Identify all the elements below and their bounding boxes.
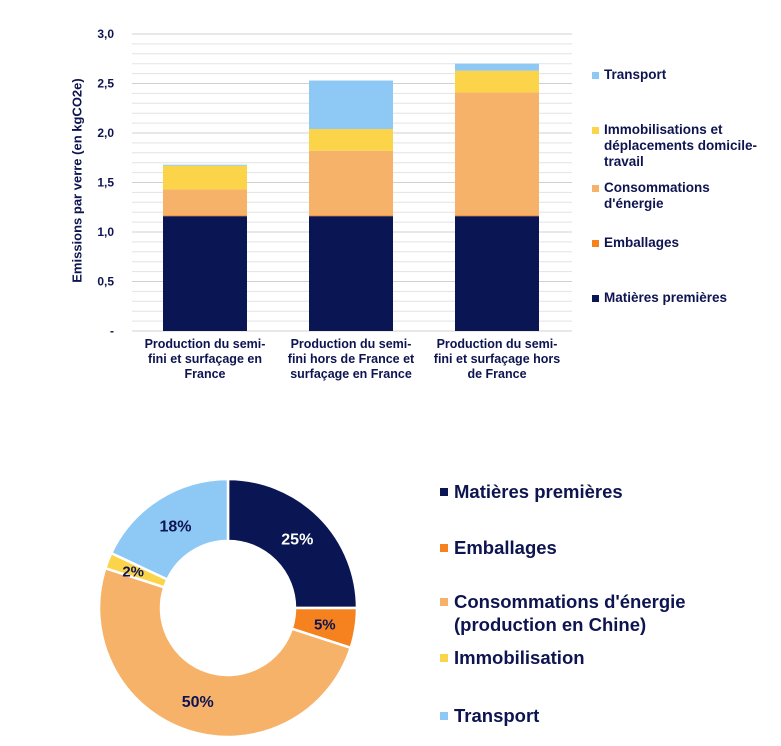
y-tick-label: 3,0 — [97, 27, 114, 41]
donut-data-label: 5% — [314, 616, 336, 633]
bar-segment-matieres-premieres — [455, 216, 539, 331]
x-tick-label: Production du semi-fini et surfaçage en F… — [140, 337, 270, 382]
bar-segment-transport — [163, 164, 247, 166]
bar-segment-emballages — [163, 215, 247, 217]
bar-segment-transport — [309, 80, 393, 130]
x-tick-label: Production du semi-fini et surfaçage hor… — [432, 337, 562, 382]
x-tick-label-line: surfaçage en France — [290, 367, 412, 381]
bar-segment-consommations-d-energie — [455, 92, 539, 216]
bar-segment-transport — [455, 63, 539, 71]
x-tick-label-line: fini hors de France et — [287, 352, 415, 366]
donut-slice-consommations-d-energie-production-en-chine — [97, 566, 353, 738]
x-tick-label-line: Production du semi- — [144, 337, 266, 351]
bar-segment-immobilisations-et-deplacements-domicile-travail — [163, 165, 247, 190]
donut-data-label: 50% — [182, 694, 214, 711]
stacked-bar-chart: - 0,5 1,0 1,5 2,0 2,5 3,0 — [97, 27, 572, 338]
x-tick-label-line: de France — [467, 367, 527, 381]
x-tick-label-line: Production du semi- — [290, 337, 412, 351]
x-tick-label: Production du semi-fini hors de France e… — [286, 337, 416, 382]
donut-slice-transport — [109, 477, 230, 582]
x-tick-label-line: France — [184, 367, 226, 381]
x-tick-label-line: fini et surfaçage hors — [433, 352, 561, 366]
y-tick-label: 2,0 — [97, 126, 114, 140]
donut-data-label: 18% — [159, 518, 191, 535]
x-tick-label-line: fini et surfaçage en — [148, 352, 262, 366]
donut-data-label: 25% — [281, 532, 313, 549]
bar-segment-immobilisations-et-deplacements-domicile-travail — [455, 70, 539, 93]
y-tick-label: 0,5 — [97, 275, 114, 289]
bar-segment-emballages — [455, 215, 539, 217]
bar-segment-immobilisations-et-deplacements-domicile-travail — [309, 129, 393, 151]
bar-segment-matieres-premieres — [309, 216, 393, 331]
bar-segment-emballages — [309, 215, 393, 217]
donut-slice-matieres-premieres — [226, 477, 359, 610]
y-tick-label: - — [110, 324, 114, 338]
x-tick-label-line: Production du semi- — [436, 337, 558, 351]
y-tick-label: 2,5 — [97, 77, 114, 91]
bar-segment-matieres-premieres — [163, 216, 247, 331]
bar-segment-consommations-d-energie — [163, 189, 247, 216]
y-tick-label: 1,0 — [97, 225, 114, 239]
bar-segment-consommations-d-energie — [309, 150, 393, 216]
y-tick-label: 1,5 — [97, 176, 114, 190]
donut-data-label: 2% — [122, 563, 144, 580]
